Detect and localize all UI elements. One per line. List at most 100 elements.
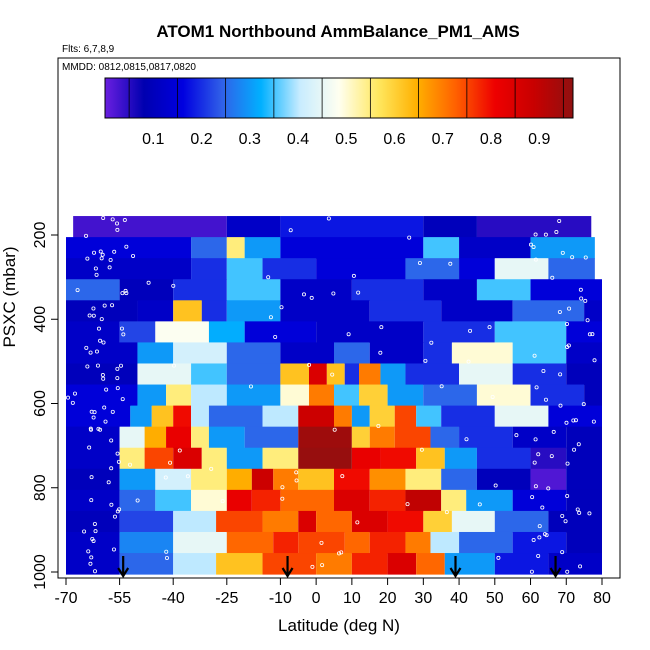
heatmap-cell bbox=[119, 279, 174, 301]
observation-point bbox=[534, 385, 539, 390]
heatmap-cell bbox=[173, 342, 227, 364]
colorbar-tick-label: 0.3 bbox=[239, 131, 261, 148]
heatmap-cell bbox=[548, 258, 595, 280]
observation-point bbox=[146, 280, 151, 285]
observation-point bbox=[92, 410, 97, 415]
observation-point bbox=[355, 520, 360, 525]
observation-point bbox=[585, 318, 590, 323]
heatmap-cell bbox=[66, 426, 120, 449]
observation-point bbox=[66, 395, 71, 400]
colorbar-tick-label: 0.6 bbox=[383, 131, 405, 148]
heatmap-cell bbox=[441, 489, 467, 512]
observation-point bbox=[417, 261, 422, 266]
heatmap-cell bbox=[119, 489, 156, 512]
heatmap-cell bbox=[369, 300, 442, 322]
heatmap-cell bbox=[369, 531, 406, 554]
heatmap-cell bbox=[416, 553, 445, 575]
heatmap-cell bbox=[201, 447, 227, 470]
observation-point bbox=[592, 358, 597, 363]
observation-point bbox=[378, 350, 383, 355]
dates-note: MMDD: 0812,0815,0817,0820 bbox=[62, 62, 196, 73]
observation-point bbox=[583, 298, 588, 303]
heatmap-cell bbox=[494, 321, 567, 343]
observation-point bbox=[528, 242, 533, 247]
heatmap-cell bbox=[262, 447, 299, 470]
heatmap-cell bbox=[405, 468, 442, 491]
heatmap-cell bbox=[226, 531, 274, 554]
heatmap-cell bbox=[66, 279, 120, 301]
observation-point bbox=[268, 315, 273, 320]
observation-point bbox=[554, 230, 559, 235]
x-tick-label: 40 bbox=[450, 590, 468, 607]
heatmap-cell bbox=[191, 426, 209, 449]
heatmap-cell bbox=[423, 321, 495, 343]
colorbar: 0.1 0.2 0.3 0.4 0.5 0.6 0.7 0.8 0.9 bbox=[104, 77, 574, 148]
observation-point bbox=[112, 514, 117, 519]
observation-point bbox=[533, 232, 538, 237]
observation-point bbox=[565, 321, 570, 326]
observation-point bbox=[101, 376, 106, 381]
observation-point bbox=[565, 494, 570, 499]
heatmap-cell bbox=[191, 258, 227, 280]
colorbar-tick-label: 0.4 bbox=[287, 131, 309, 148]
observation-point bbox=[332, 427, 337, 432]
heatmap-cell bbox=[208, 321, 245, 343]
observation-point bbox=[307, 362, 312, 367]
observation-point bbox=[93, 529, 98, 534]
heatmap-cell bbox=[512, 531, 567, 554]
heatmap-cell bbox=[566, 447, 602, 470]
heatmap-cell bbox=[380, 447, 417, 470]
observation-point bbox=[533, 484, 538, 489]
observation-point bbox=[94, 272, 99, 277]
heatmap-cell bbox=[166, 426, 192, 449]
observation-point bbox=[551, 429, 556, 434]
heatmap-cell bbox=[334, 468, 370, 491]
heatmap-cell bbox=[459, 363, 513, 386]
observation-point bbox=[96, 326, 101, 331]
heatmap-cell bbox=[226, 258, 263, 280]
observation-point bbox=[536, 553, 541, 558]
heatmap-cell bbox=[137, 384, 167, 407]
observation-point bbox=[121, 332, 126, 337]
heatmap-cell bbox=[369, 468, 406, 491]
heatmap-cell bbox=[280, 300, 370, 322]
observation-point bbox=[91, 415, 96, 420]
heatmap-cell bbox=[430, 531, 460, 554]
observation-point bbox=[88, 350, 93, 355]
observation-point bbox=[108, 257, 113, 262]
observation-point bbox=[115, 509, 120, 514]
heatmap-cell bbox=[512, 489, 567, 512]
observation-point bbox=[532, 460, 537, 465]
observation-point bbox=[577, 510, 582, 515]
heatmap-cell bbox=[387, 384, 424, 407]
heatmap-cell bbox=[66, 258, 192, 280]
observation-point bbox=[209, 466, 214, 471]
observation-point bbox=[464, 437, 469, 442]
x-tick-label: -70 bbox=[54, 590, 77, 607]
heatmap-cell bbox=[459, 258, 495, 280]
heatmap-cell bbox=[316, 321, 424, 343]
heatmap-cell bbox=[316, 510, 352, 533]
heatmap-cell bbox=[119, 447, 145, 470]
observation-point bbox=[120, 397, 125, 402]
heatmap-cell bbox=[144, 447, 174, 470]
observation-point bbox=[98, 338, 103, 343]
heatmap-cell bbox=[119, 426, 145, 449]
heatmap-cell bbox=[155, 489, 192, 512]
observation-point bbox=[546, 486, 551, 491]
heatmap-cell bbox=[155, 468, 192, 491]
heatmap-cell bbox=[459, 426, 513, 449]
heatmap-cell bbox=[280, 279, 352, 301]
heatmap-cell bbox=[298, 405, 334, 428]
heatmap-cell bbox=[66, 510, 120, 533]
observation-point bbox=[477, 502, 482, 507]
observation-point bbox=[587, 511, 592, 516]
heatmap-cell bbox=[405, 489, 442, 512]
heatmap-cell bbox=[166, 384, 192, 407]
heatmap-cell bbox=[173, 279, 227, 301]
heatmap-cell bbox=[66, 384, 138, 407]
observation-point bbox=[294, 470, 299, 475]
observation-point bbox=[135, 498, 140, 503]
y-axis-label: PSXC (mbar) bbox=[0, 246, 19, 347]
